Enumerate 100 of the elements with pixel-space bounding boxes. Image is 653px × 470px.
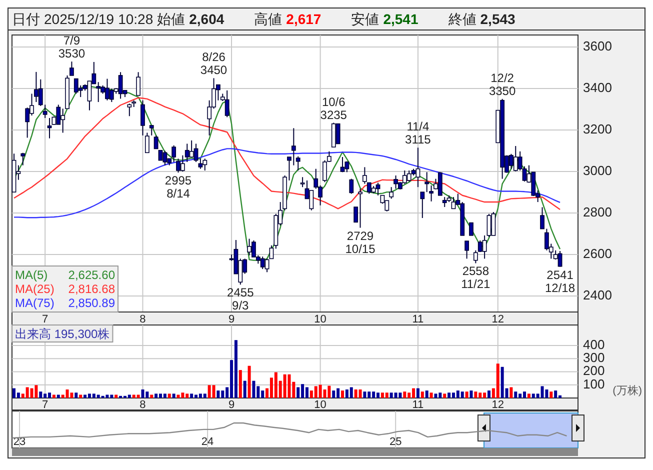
annotation: 2541 12/18 — [545, 268, 576, 295]
bar — [341, 390, 344, 398]
x-tick-label: 12 — [492, 398, 504, 411]
bar — [358, 389, 362, 398]
candlestick — [309, 190, 314, 211]
candlestick — [154, 134, 158, 150]
bar — [39, 392, 42, 398]
candlestick — [416, 147, 420, 188]
candlestick — [358, 188, 362, 228]
bar — [470, 390, 473, 398]
bar — [385, 392, 388, 398]
annotation: 8/26 3450 — [200, 50, 228, 78]
candlestick — [291, 128, 296, 166]
bar — [56, 394, 60, 398]
bar — [74, 392, 78, 398]
bar — [496, 364, 500, 398]
bar — [34, 385, 38, 398]
annotation: 2,850.89 — [68, 296, 116, 310]
x-tick-label: 7 — [42, 313, 48, 326]
bar — [252, 380, 256, 398]
line-series — [13, 97, 561, 210]
candlestick — [558, 250, 562, 268]
bar — [443, 394, 446, 398]
bar — [181, 392, 184, 398]
candlestick — [224, 90, 230, 118]
y-tick-label: 3600 — [583, 38, 612, 54]
bar — [554, 390, 558, 398]
bar — [234, 340, 238, 398]
bar — [176, 394, 180, 398]
candlestick — [473, 250, 478, 264]
line-series — [13, 148, 561, 218]
y-tick-label: 200 — [583, 363, 605, 378]
text: MA(25) — [15, 282, 54, 296]
candlestick — [162, 150, 168, 166]
bar — [106, 394, 109, 398]
bar — [305, 387, 308, 398]
bar — [16, 392, 20, 398]
candlestick — [118, 72, 123, 100]
candlestick — [406, 170, 412, 182]
y-tick-label: 300 — [583, 350, 605, 366]
candlestick — [198, 158, 203, 170]
bar — [168, 394, 171, 398]
bar — [545, 389, 548, 398]
chart-title: 日付 2025/12/19 10:28 始値 2,604 高値 2,617 安値 2,541 終値 2,543 — [12, 11, 516, 27]
chart-title: 出来高 195,300株 — [15, 327, 110, 341]
text: MA(75) — [15, 296, 54, 310]
candlestick — [127, 103, 132, 117]
annotation: 2,816.68 — [68, 282, 116, 296]
candlestick — [296, 156, 300, 171]
bar — [243, 380, 246, 398]
bar — [66, 389, 69, 398]
candlestick — [20, 152, 26, 166]
candlestick — [464, 240, 469, 260]
annotation: 10/6 3235 — [320, 94, 348, 122]
bar — [79, 394, 82, 398]
candlestick — [340, 156, 345, 173]
bar — [216, 390, 220, 398]
bar — [212, 385, 216, 398]
candlestick — [362, 166, 367, 184]
candlestick — [451, 196, 456, 210]
candlestick — [424, 172, 430, 193]
candlestick — [260, 256, 265, 270]
bar — [172, 394, 176, 398]
bar — [318, 384, 322, 398]
x-tick-label: 9 — [228, 313, 235, 326]
bar — [238, 370, 242, 398]
y-tick-label: 400 — [583, 336, 605, 352]
candlestick — [180, 154, 185, 172]
bar — [350, 387, 353, 398]
bar — [52, 394, 56, 398]
y-axis-title: (万株) — [612, 384, 642, 397]
y-tick-label: 3200 — [583, 121, 612, 136]
candlestick — [25, 107, 30, 138]
bar — [394, 392, 398, 398]
y-tick-label: 3400 — [583, 80, 612, 95]
y-tick-label: 100 — [583, 376, 605, 392]
candlestick — [486, 213, 492, 238]
bar — [248, 366, 251, 398]
bar — [190, 394, 194, 398]
bar — [332, 390, 336, 398]
bar — [448, 392, 451, 398]
x-tick-label: 8 — [140, 398, 146, 411]
bar — [430, 392, 433, 398]
bar — [296, 387, 300, 398]
bar — [84, 394, 87, 398]
y-tick-label: 2800 — [583, 204, 612, 220]
bar — [514, 392, 518, 398]
candlestick — [482, 234, 487, 260]
bar — [540, 386, 544, 398]
bar — [510, 387, 513, 398]
candlestick — [491, 211, 496, 236]
candlestick — [469, 222, 474, 236]
x-tick-label: 9 — [228, 398, 235, 411]
bar — [465, 392, 468, 398]
candlestick — [70, 61, 74, 76]
annotation: 12/2 3350 — [488, 70, 516, 98]
annotation: 2995 8/14 — [164, 174, 192, 201]
candlestick — [149, 124, 154, 136]
candlestick — [438, 172, 442, 196]
bar — [474, 392, 478, 398]
